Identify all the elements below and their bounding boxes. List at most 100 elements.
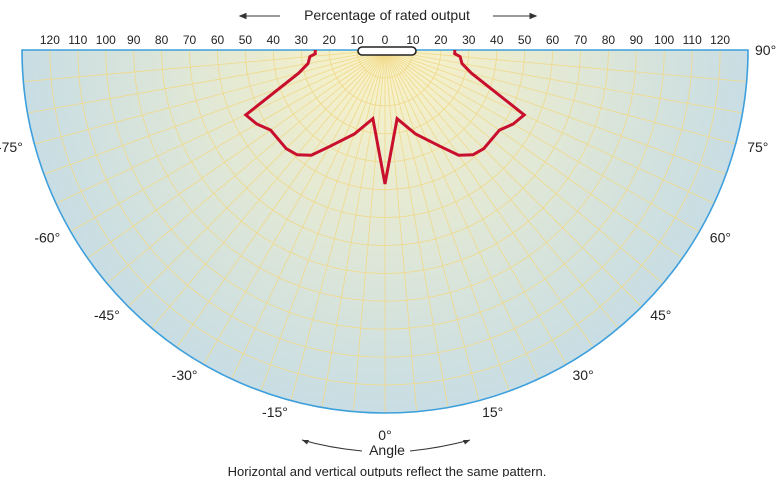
radial-gridline xyxy=(384,49,727,175)
ring-gridline xyxy=(217,49,553,218)
radial-gridline xyxy=(384,49,743,114)
angle-label: 0° xyxy=(378,427,391,443)
top-tick-label: 40 xyxy=(490,33,504,47)
top-axis-right-arrow xyxy=(493,12,538,20)
top-tick-label: 10 xyxy=(406,33,420,47)
radial-gridline xyxy=(260,49,386,392)
top-tick-label: 90 xyxy=(127,33,141,47)
top-tick-label: 20 xyxy=(323,33,337,47)
ring-gridlines xyxy=(49,49,721,386)
radial-gridline xyxy=(384,49,539,380)
top-tick-label: 80 xyxy=(155,33,169,47)
radial-gridline xyxy=(353,49,386,412)
top-tick-label: 50 xyxy=(239,33,253,47)
top-axis-ticks: 120 110 100 90 80 70 60 50 40 30 20 10 0 10 20 30 40 50 60… xyxy=(40,33,731,47)
bottom-axis-left-arrow xyxy=(301,439,363,452)
angle-label: -45° xyxy=(94,307,120,323)
radial-gridline xyxy=(70,49,386,232)
chart-caption: Horizontal and vertical outputs reflect … xyxy=(228,464,547,477)
radial-gridline xyxy=(43,49,386,175)
top-tick-label: 90 xyxy=(630,33,644,47)
ring-gridline xyxy=(300,49,470,134)
light-fixture-icon xyxy=(357,46,417,56)
top-tick-label: 30 xyxy=(295,33,309,47)
angle-label: -15° xyxy=(262,404,288,420)
ring-gridline xyxy=(328,49,442,107)
radial-gridline xyxy=(87,49,386,259)
ring-gridline xyxy=(49,49,721,386)
top-tick-label: 70 xyxy=(183,33,197,47)
radial-gridline xyxy=(27,49,386,114)
angle-label: -60° xyxy=(34,230,60,246)
radial-gridline xyxy=(384,49,664,284)
ring-gridline xyxy=(244,49,526,190)
ring-gridline xyxy=(189,49,581,246)
radial-gridline xyxy=(384,49,480,401)
radial-gridline xyxy=(384,49,449,408)
radial-gridline xyxy=(384,49,417,412)
output-curve xyxy=(243,49,527,185)
radial-gridline xyxy=(23,49,386,82)
radial-gridline xyxy=(151,49,386,329)
ring-gridline xyxy=(133,49,637,302)
top-axis-left-arrow xyxy=(238,12,280,20)
radial-gridline xyxy=(106,49,386,284)
radial-gridline xyxy=(321,49,386,408)
radial-gridline xyxy=(384,49,700,232)
angle-label: 30° xyxy=(573,367,594,383)
radial-gridline xyxy=(384,49,736,145)
radial-gridline xyxy=(384,49,567,365)
top-tick-label: 60 xyxy=(546,33,560,47)
top-tick-label: 30 xyxy=(462,33,476,47)
top-tick-label: 0 xyxy=(382,33,389,47)
top-tick-label: 20 xyxy=(434,33,448,47)
bottom-axis-right-arrow xyxy=(409,439,471,452)
ring-gridline xyxy=(272,49,498,163)
top-axis-label: Percentage of rated output xyxy=(304,7,470,23)
angle-label: 15° xyxy=(482,404,503,420)
angle-label: 75° xyxy=(747,139,768,155)
radial-gridline xyxy=(384,49,510,392)
radial-gridline xyxy=(384,49,619,329)
top-tick-label: 120 xyxy=(710,33,730,47)
angle-label: -75° xyxy=(0,139,23,155)
radial-gridline xyxy=(231,49,386,380)
top-tick-label: 100 xyxy=(654,33,674,47)
top-tick-label: 100 xyxy=(96,33,116,47)
angle-label: 45° xyxy=(650,307,671,323)
top-tick-label: 110 xyxy=(683,33,702,47)
radial-gridline xyxy=(34,49,386,145)
radial-gridline xyxy=(384,49,715,204)
radial-gridline xyxy=(384,49,642,307)
radial-gridline xyxy=(176,49,386,348)
radial-gridline xyxy=(55,49,386,204)
top-tick-label: 40 xyxy=(267,33,281,47)
top-tick-label: 10 xyxy=(350,33,364,47)
radial-gridline xyxy=(384,49,594,348)
bottom-axis-right-arrowhead xyxy=(463,440,470,445)
top-tick-label: 110 xyxy=(68,33,87,47)
ring-gridline xyxy=(77,49,693,358)
ring-gridline xyxy=(105,49,665,330)
radial-gridline xyxy=(384,49,683,259)
top-tick-label: 70 xyxy=(574,33,588,47)
radial-gridline xyxy=(203,49,386,365)
angle-labels: -75° -60° -45° -30° -15° 0° 15° 30° 45° 60° 75° 90° xyxy=(0,42,776,443)
ring-gridline xyxy=(356,49,414,79)
angle-label: 90° xyxy=(755,42,776,58)
radial-gridline xyxy=(384,49,747,82)
polar-outline xyxy=(21,49,749,414)
top-tick-label: 120 xyxy=(40,33,60,47)
radial-gridline xyxy=(128,49,386,307)
top-tick-label: 60 xyxy=(211,33,225,47)
top-tick-label: 50 xyxy=(518,33,532,47)
top-tick-label: 80 xyxy=(602,33,616,47)
ring-gridline xyxy=(161,49,609,274)
angle-label: 60° xyxy=(710,230,731,246)
bottom-axis-label: Angle xyxy=(369,442,405,458)
bottom-axis-left-arrowhead xyxy=(302,440,309,445)
radial-gridlines xyxy=(23,49,747,413)
angle-label: -30° xyxy=(172,367,198,383)
radial-gridline xyxy=(290,49,386,401)
